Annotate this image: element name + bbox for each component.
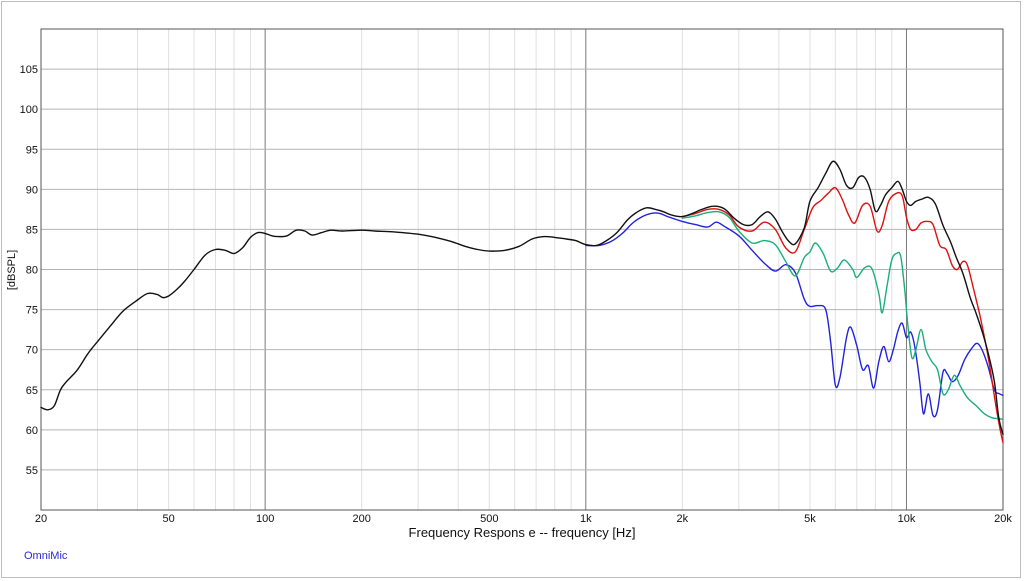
x-tick-label: 10k xyxy=(898,513,916,525)
x-axis-label: Frequency Respons e -- frequency [Hz] xyxy=(409,525,636,540)
chart-grid xyxy=(41,29,1003,510)
x-tick-label: 2k xyxy=(677,513,689,525)
chart-tick-labels: 20 50 100 200 500 1k 2k 5k 10k 20k 55 60 65 70 75 80 85 9… xyxy=(20,64,1013,525)
x-tick-label: 200 xyxy=(352,513,370,525)
y-tick-label: 100 xyxy=(20,104,38,116)
y-tick-label: 90 xyxy=(26,184,38,196)
y-tick-label: 80 xyxy=(26,265,38,277)
chart-series xyxy=(40,160,1004,444)
y-tick-label: 55 xyxy=(26,465,38,477)
series-line-1 xyxy=(585,212,1004,418)
x-tick-label: 20k xyxy=(994,513,1012,525)
y-tick-label: 95 xyxy=(26,144,38,156)
y-tick-label: 85 xyxy=(26,224,38,236)
y-tick-label: 105 xyxy=(20,64,38,76)
series-line-3 xyxy=(681,186,1004,444)
plot-area-border xyxy=(40,28,1004,511)
x-tick-label: 1k xyxy=(580,513,592,525)
x-tick-label: 500 xyxy=(480,513,498,525)
y-tick-label: 65 xyxy=(26,385,38,397)
brand-label: OmniMic xyxy=(24,550,68,562)
x-tick-label: 20 xyxy=(35,513,47,525)
series-line-4 xyxy=(40,160,1004,436)
y-tick-label: 60 xyxy=(26,425,38,437)
series-line-2 xyxy=(681,210,1004,421)
x-tick-label: 50 xyxy=(162,513,174,525)
x-tick-label: 100 xyxy=(256,513,274,525)
x-tick-label: 5k xyxy=(804,513,816,525)
y-tick-label: 75 xyxy=(26,305,38,317)
y-tick-label: 70 xyxy=(26,345,38,357)
y-axis-label: [dBSPL] xyxy=(6,250,18,290)
